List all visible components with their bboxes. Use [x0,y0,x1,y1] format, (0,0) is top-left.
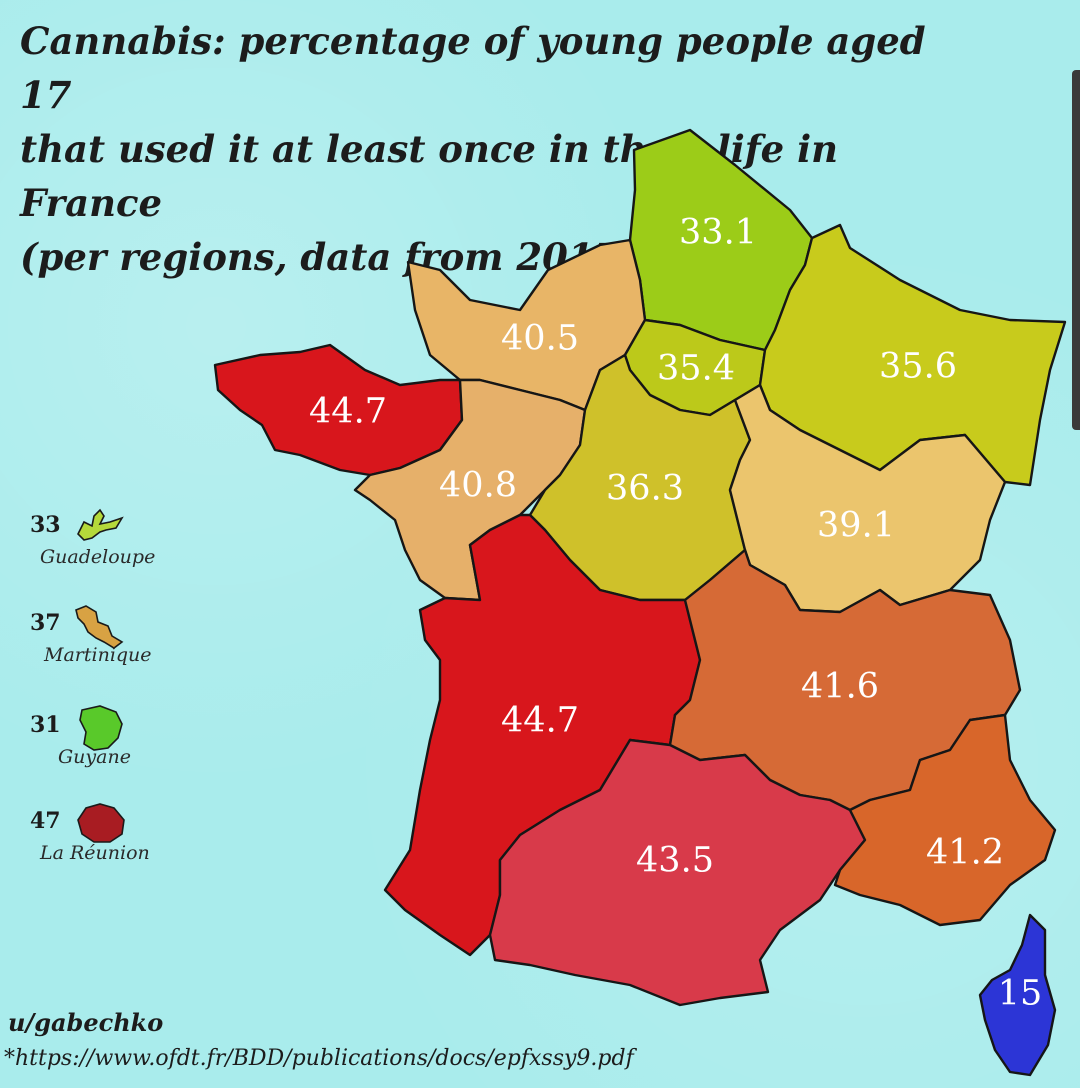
region-provence-alpes-cote-dazur [833,713,1057,927]
region-label-provence-alpes-cote-dazur: 41.2 [926,833,1004,873]
region-label-hauts-de-france: 33.1 [679,213,757,253]
region-label-corse: 15 [998,974,1043,1014]
region-corse [978,913,1057,1077]
overseas-la-reunion: 47 La Réunion [30,803,210,898]
overseas-guyane: 31 Guyane [30,705,210,802]
region-label-pays-de-la-loire: 40.8 [439,466,517,506]
overseas-name-guyane: Guyane [58,746,131,768]
region-label-normandie: 40.5 [501,319,579,359]
region-label-occitanie: 43.5 [636,841,714,881]
overseas-name-martinique: Martinique [44,644,152,666]
window-edge [1072,70,1080,430]
region-label-auvergne-rhone-alpes: 41.6 [801,667,879,707]
overseas-name-la-reunion: La Réunion [40,842,150,864]
overseas-name-guadeloupe: Guadeloupe [40,546,156,568]
region-label-nouvelle-aquitaine: 44.7 [501,701,579,741]
region-label-bourgogne-franche-comte: 39.1 [817,506,895,546]
region-label-bretagne: 44.7 [309,392,387,432]
title-line-1: Cannabis: percentage of young people age… [20,19,926,117]
author-credit: u/gabechko [8,1008,164,1037]
map-title: Cannabis: percentage of young people age… [20,14,980,284]
region-label-grand-est: 35.6 [879,347,957,387]
overseas-value-guyane: 31 [30,712,61,738]
source-link[interactable]: *https://www.ofdt.fr/BDD/publications/do… [4,1046,634,1071]
region-label-ile-de-france: 35.4 [657,349,735,389]
la-reunion-shape-icon [77,803,125,843]
overseas-value-guadeloupe: 33 [30,512,61,538]
martinique-shape-icon [75,605,124,649]
region-label-centre-val-de-loire: 36.3 [606,469,684,509]
guadeloupe-shape-icon [77,508,124,541]
overseas-value-martinique: 37 [30,610,61,636]
overseas-guadeloupe: 33 Guadeloupe [30,508,210,602]
guyane-shape-icon [79,705,123,751]
overseas-value-la-reunion: 47 [30,808,61,834]
overseas-martinique: 37 Martinique [30,605,210,700]
